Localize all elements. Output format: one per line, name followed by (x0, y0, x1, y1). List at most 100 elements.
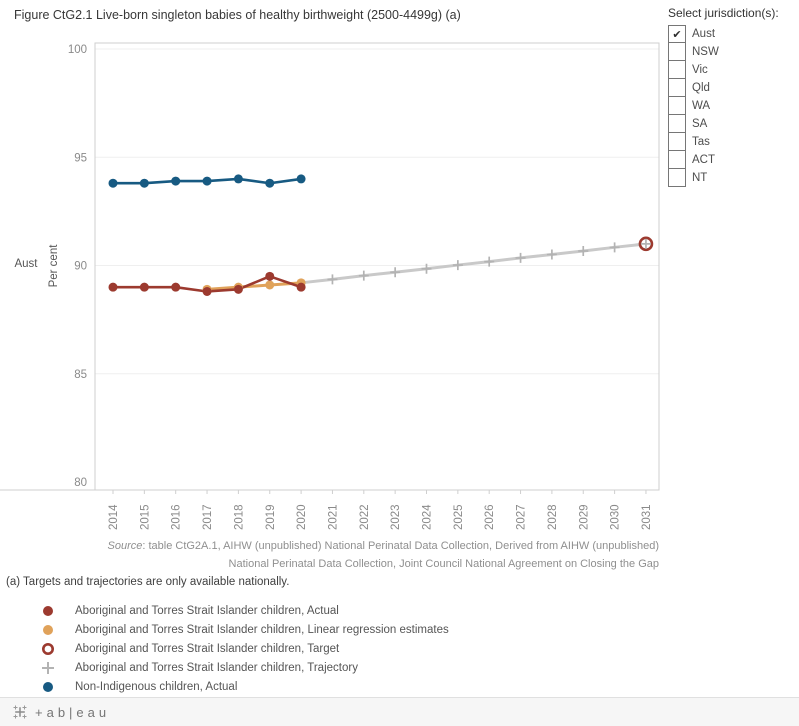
data-point[interactable] (233, 174, 243, 184)
x-tick-label: 2027 (516, 504, 528, 530)
x-tick-label: 2026 (484, 504, 496, 530)
data-point[interactable] (139, 178, 149, 188)
x-tick-label: 2020 (296, 504, 308, 530)
legend-item[interactable]: Aboriginal and Torres Strait Islander ch… (28, 601, 449, 620)
jurisdiction-checkbox-nt[interactable] (668, 168, 686, 187)
legend: Aboriginal and Torres Strait Islander ch… (28, 601, 449, 696)
jurisdiction-label: Tas (692, 136, 710, 148)
source-note: Source: table CtG2A.1, AIHW (unpublished… (0, 537, 660, 573)
legend-item-label: Aboriginal and Torres Strait Islander ch… (75, 661, 358, 674)
legend-item-label: Non-Indigenous children, Actual (75, 680, 238, 693)
legend-circle-icon (28, 603, 68, 619)
jurisdiction-label: WA (692, 100, 711, 112)
jurisdiction-label: NSW (692, 46, 719, 58)
jurisdiction-checkbox-aust[interactable]: ✔ (668, 24, 686, 44)
legend-circle-icon (28, 679, 68, 695)
plus-marker[interactable] (484, 256, 495, 267)
data-point[interactable] (202, 286, 212, 296)
x-tick-label: 2031 (641, 504, 653, 530)
chart-svg: 80 85 90 95 100 Per cent Aust 2014 2015 2016 2017 2… (0, 42, 660, 530)
tableau-mark-icon (13, 705, 27, 719)
legend-item[interactable]: Aboriginal and Torres Strait Islander ch… (28, 620, 449, 639)
x-tick-label: 2028 (547, 504, 559, 530)
y-axis-title: Per cent (48, 244, 60, 288)
row-label: Aust (14, 258, 38, 270)
plus-marker[interactable] (390, 267, 401, 278)
x-tick-label: 2016 (171, 504, 183, 530)
plus-marker[interactable] (578, 245, 589, 256)
data-point[interactable] (265, 280, 275, 290)
data-point[interactable] (265, 271, 275, 281)
x-tick-label: 2025 (453, 504, 465, 530)
legend-item-label: Aboriginal and Torres Strait Islander ch… (75, 604, 339, 617)
y-tick-label: 80 (74, 477, 87, 489)
x-tick-label: 2021 (327, 504, 339, 530)
data-point[interactable] (296, 174, 306, 184)
data-point[interactable] (265, 178, 275, 188)
tableau-wordmark: +ab|eau (35, 704, 111, 720)
x-tick-label: 2018 (233, 504, 245, 530)
x-tick-label: 2017 (202, 504, 214, 530)
jurisdiction-row-aust: ✔ Aust (668, 24, 796, 44)
data-point[interactable] (171, 176, 181, 186)
plus-marker[interactable] (609, 242, 620, 253)
legend-item-label: Aboriginal and Torres Strait Islander ch… (75, 642, 340, 655)
data-point[interactable] (108, 178, 118, 188)
jurisdiction-panel: Select jurisdiction(s): ✔ Aust NSW Vic Qld WA… (668, 6, 796, 187)
jurisdiction-row-tas: Tas (668, 132, 796, 151)
plus-marker[interactable] (327, 274, 338, 285)
legend-item[interactable]: Non-Indigenous children, Actual (28, 677, 449, 696)
legend-item[interactable]: Aboriginal and Torres Strait Islander ch… (28, 658, 449, 677)
source-prefix: Source (107, 540, 143, 552)
jurisdiction-label: Aust (692, 28, 716, 40)
data-point[interactable] (233, 284, 243, 294)
data-point[interactable] (296, 282, 306, 292)
jurisdiction-row-wa: WA (668, 96, 796, 115)
data-point[interactable] (139, 282, 149, 292)
jurisdiction-row-sa: SA (668, 114, 796, 133)
source-line-2: National Perinatal Data Collection, Join… (228, 558, 659, 570)
jurisdiction-row-nt: NT (668, 168, 796, 187)
jurisdiction-checkbox-tas[interactable] (668, 132, 686, 151)
x-tick-label: 2030 (610, 504, 622, 530)
jurisdiction-checkbox-vic[interactable] (668, 60, 686, 79)
jurisdiction-checkbox-act[interactable] (668, 150, 686, 169)
plus-marker[interactable] (358, 270, 369, 281)
tableau-logo: +ab|eau (12, 704, 110, 720)
y-tick-label: 100 (68, 44, 87, 56)
y-tick-label: 90 (74, 261, 87, 273)
checkmark-icon: ✔ (672, 27, 682, 41)
jurisdiction-checkbox-nsw[interactable] (668, 42, 686, 61)
jurisdiction-label: ACT (692, 154, 715, 166)
plus-marker[interactable] (421, 263, 432, 274)
x-tick-label: 2019 (265, 504, 277, 530)
legend-item-label: Aboriginal and Torres Strait Islander ch… (75, 623, 449, 636)
plus-marker[interactable] (546, 249, 557, 260)
plus-marker[interactable] (452, 260, 463, 271)
data-point[interactable] (202, 176, 212, 186)
source-text: : table CtG2A.1, AIHW (unpublished) Nati… (142, 540, 659, 552)
plus-marker[interactable] (640, 238, 651, 249)
x-tick-label: 2029 (578, 504, 590, 530)
x-tick-label: 2022 (359, 504, 371, 530)
source-line-1: Source: table CtG2A.1, AIHW (unpublished… (0, 537, 660, 555)
jurisdiction-checkbox-wa[interactable] (668, 96, 686, 115)
legend-circle-icon (28, 622, 68, 638)
data-point[interactable] (171, 282, 181, 292)
jurisdiction-label: Vic (692, 64, 708, 76)
plot-border (94, 42, 660, 491)
jurisdiction-label: SA (692, 118, 708, 130)
jurisdiction-list: ✔ Aust NSW Vic Qld WA SA Tas ACT NT (668, 24, 796, 187)
figure-title: Figure CtG2.1 Live-born singleton babies… (14, 8, 461, 22)
legend-item[interactable]: Aboriginal and Torres Strait Islander ch… (28, 639, 449, 658)
jurisdiction-checkbox-qld[interactable] (668, 78, 686, 97)
plus-marker[interactable] (515, 252, 526, 263)
data-point[interactable] (108, 282, 118, 292)
series-line (299, 242, 648, 285)
x-tick-label: 2014 (108, 504, 120, 530)
jurisdiction-checkbox-sa[interactable] (668, 114, 686, 133)
x-tick-label: 2015 (139, 504, 151, 530)
series-line (205, 281, 303, 291)
y-tick-label: 85 (74, 369, 87, 381)
